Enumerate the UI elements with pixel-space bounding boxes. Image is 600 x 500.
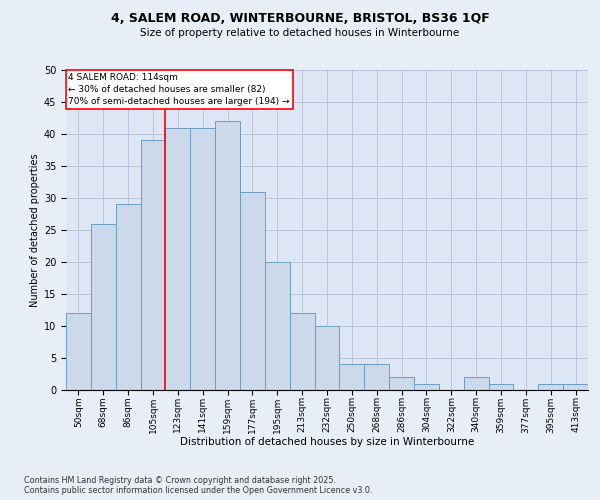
Bar	[116, 204, 140, 390]
Text: 4 SALEM ROAD: 114sqm
← 30% of detached houses are smaller (82)
70% of semi-detac: 4 SALEM ROAD: 114sqm ← 30% of detached h…	[68, 73, 290, 106]
Bar	[290, 313, 314, 390]
Bar	[364, 364, 389, 390]
Bar	[66, 313, 91, 390]
Bar	[389, 377, 414, 390]
Bar	[563, 384, 588, 390]
Y-axis label: Number of detached properties: Number of detached properties	[29, 153, 40, 307]
Text: Contains HM Land Registry data © Crown copyright and database right 2025.
Contai: Contains HM Land Registry data © Crown c…	[24, 476, 373, 495]
Bar	[464, 377, 488, 390]
Text: Size of property relative to detached houses in Winterbourne: Size of property relative to detached ho…	[140, 28, 460, 38]
Bar	[91, 224, 116, 390]
Bar	[538, 384, 563, 390]
Bar	[265, 262, 290, 390]
Bar	[140, 140, 166, 390]
Bar	[488, 384, 514, 390]
Bar	[240, 192, 265, 390]
Bar	[340, 364, 364, 390]
X-axis label: Distribution of detached houses by size in Winterbourne: Distribution of detached houses by size …	[180, 437, 474, 447]
Bar	[414, 384, 439, 390]
Bar	[314, 326, 340, 390]
Bar	[190, 128, 215, 390]
Bar	[215, 121, 240, 390]
Bar	[166, 128, 190, 390]
Text: 4, SALEM ROAD, WINTERBOURNE, BRISTOL, BS36 1QF: 4, SALEM ROAD, WINTERBOURNE, BRISTOL, BS…	[110, 12, 490, 26]
